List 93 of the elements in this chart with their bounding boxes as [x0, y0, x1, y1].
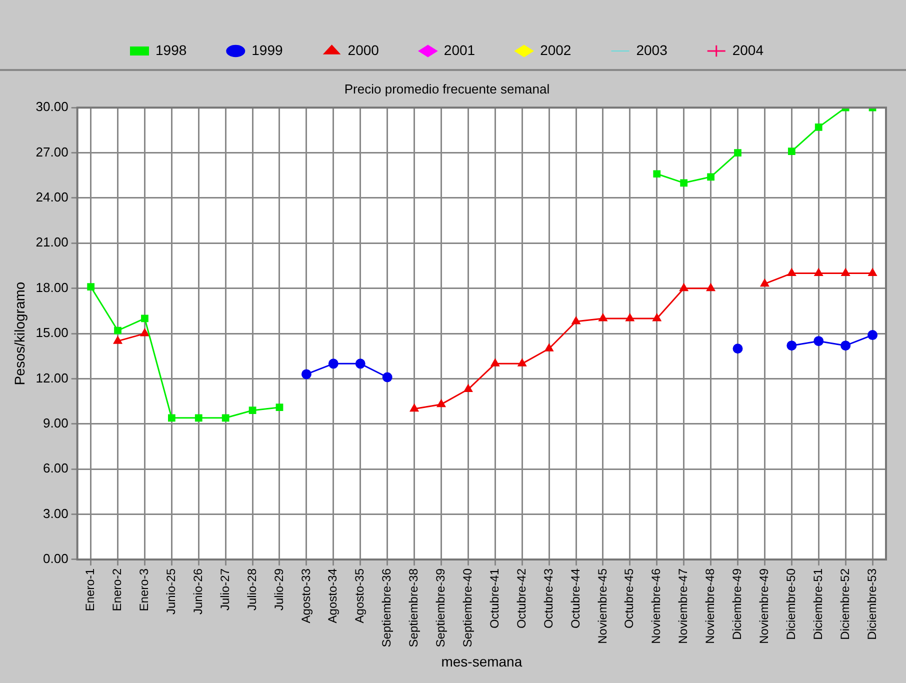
- point: [248, 406, 256, 414]
- x-tick-label: Octubre-45: [622, 568, 636, 629]
- point: [222, 414, 230, 422]
- point: [382, 372, 392, 382]
- point: [572, 316, 580, 324]
- x-tick-label: Octubre-42: [514, 568, 528, 629]
- point: [114, 326, 122, 334]
- point: [840, 340, 851, 351]
- x-tick-label: Junio-26: [190, 568, 205, 615]
- y-axis-title: Pesos/kilogramo: [11, 282, 28, 386]
- x-tick-label: Enero-3: [137, 568, 152, 612]
- x-tick-label: Diciembre-51: [810, 568, 825, 640]
- x-tick-label: Diciembre-52: [838, 568, 852, 640]
- y-tick-label: 24.00: [36, 190, 68, 205]
- x-tick-label: Agosto-35: [352, 568, 367, 624]
- point: [276, 404, 284, 412]
- legend-label: 2001: [444, 42, 476, 58]
- y-tick-label: 21.00: [36, 234, 68, 250]
- x-tick-label: Julio-29: [272, 568, 286, 611]
- point: [328, 358, 338, 369]
- x-tick-label: Octubre-41: [487, 568, 502, 629]
- legend-label: 1998: [155, 42, 187, 58]
- point: [355, 358, 366, 369]
- x-tick-label: Septiembre-39: [434, 568, 448, 648]
- y-tick-label: 9.00: [43, 416, 68, 430]
- x-tick-label: Enero-1: [83, 568, 98, 612]
- x-tick-label: Octubre-43: [541, 568, 556, 629]
- point: [113, 336, 122, 344]
- point: [436, 399, 446, 408]
- point: [410, 404, 419, 412]
- legend-label: 2002: [540, 42, 572, 58]
- x-tick-label: Agosto-33: [298, 568, 313, 624]
- point: [141, 314, 148, 322]
- point: [814, 124, 822, 131]
- x-tick-label: Julio-27: [218, 568, 232, 611]
- legend-label: 2000: [348, 42, 380, 58]
- y-tick-label: 27.00: [36, 144, 68, 160]
- point: [786, 340, 797, 351]
- point: [194, 414, 202, 422]
- x-tick-label: Junio-25: [164, 568, 178, 615]
- point: [87, 283, 94, 291]
- x-tick-label: Diciembre-50: [784, 568, 798, 640]
- point: [787, 268, 796, 276]
- point: [868, 330, 878, 340]
- point: [490, 358, 500, 366]
- legend-label: 1999: [252, 42, 283, 58]
- x-tick-label: Noviembre-46: [649, 568, 664, 644]
- point: [518, 358, 526, 366]
- point: [732, 344, 743, 354]
- point: [706, 283, 716, 292]
- point: [626, 313, 634, 322]
- point: [814, 336, 824, 346]
- point: [679, 283, 688, 292]
- x-tick-label: Diciembre-49: [730, 568, 744, 640]
- chart-title: Precio promedio frecuente semanal: [344, 81, 550, 96]
- point: [140, 328, 150, 336]
- legend-label: 2003: [636, 42, 668, 58]
- x-tick-label: Noviembre-47: [676, 568, 690, 644]
- x-tick-label: Diciembre-53: [864, 568, 879, 640]
- x-tick-label: Octubre-44: [568, 568, 582, 629]
- y-tick-label: 12.00: [36, 370, 68, 386]
- x-tick-label: Enero-2: [110, 568, 124, 612]
- x-tick-label: Agosto-34: [326, 568, 340, 624]
- x-tick-label: Noviembre-45: [595, 568, 610, 644]
- y-tick-label: 15.00: [36, 325, 68, 340]
- y-tick-label: 3.00: [43, 506, 68, 521]
- point: [841, 268, 850, 276]
- point: [788, 148, 796, 155]
- y-tick-label: 6.00: [43, 460, 68, 476]
- point: [814, 268, 824, 276]
- y-tick-label: 0.00: [43, 551, 68, 566]
- point: [653, 170, 661, 178]
- x-axis-title: mes-semana: [441, 653, 522, 670]
- point: [760, 278, 770, 287]
- legend-label: 2004: [732, 42, 764, 58]
- point: [734, 149, 742, 156]
- point: [868, 268, 877, 276]
- point: [680, 179, 688, 187]
- point: [707, 173, 714, 181]
- point: [544, 344, 554, 352]
- x-tick-label: Noviembre-48: [703, 568, 718, 644]
- point: [652, 313, 662, 322]
- x-tick-label: Julio-28: [244, 568, 259, 611]
- point: [598, 313, 608, 322]
- y-tick-label: 30.00: [36, 99, 68, 114]
- point: [464, 384, 473, 392]
- x-tick-label: Septiembre-40: [460, 568, 474, 648]
- x-tick-label: Septiembre-36: [380, 568, 394, 648]
- x-tick-label: Septiembre-38: [406, 568, 421, 648]
- y-tick-label: 18.00: [36, 280, 68, 295]
- point: [168, 414, 176, 422]
- point: [301, 369, 312, 380]
- x-tick-label: Noviembre-49: [757, 568, 772, 644]
